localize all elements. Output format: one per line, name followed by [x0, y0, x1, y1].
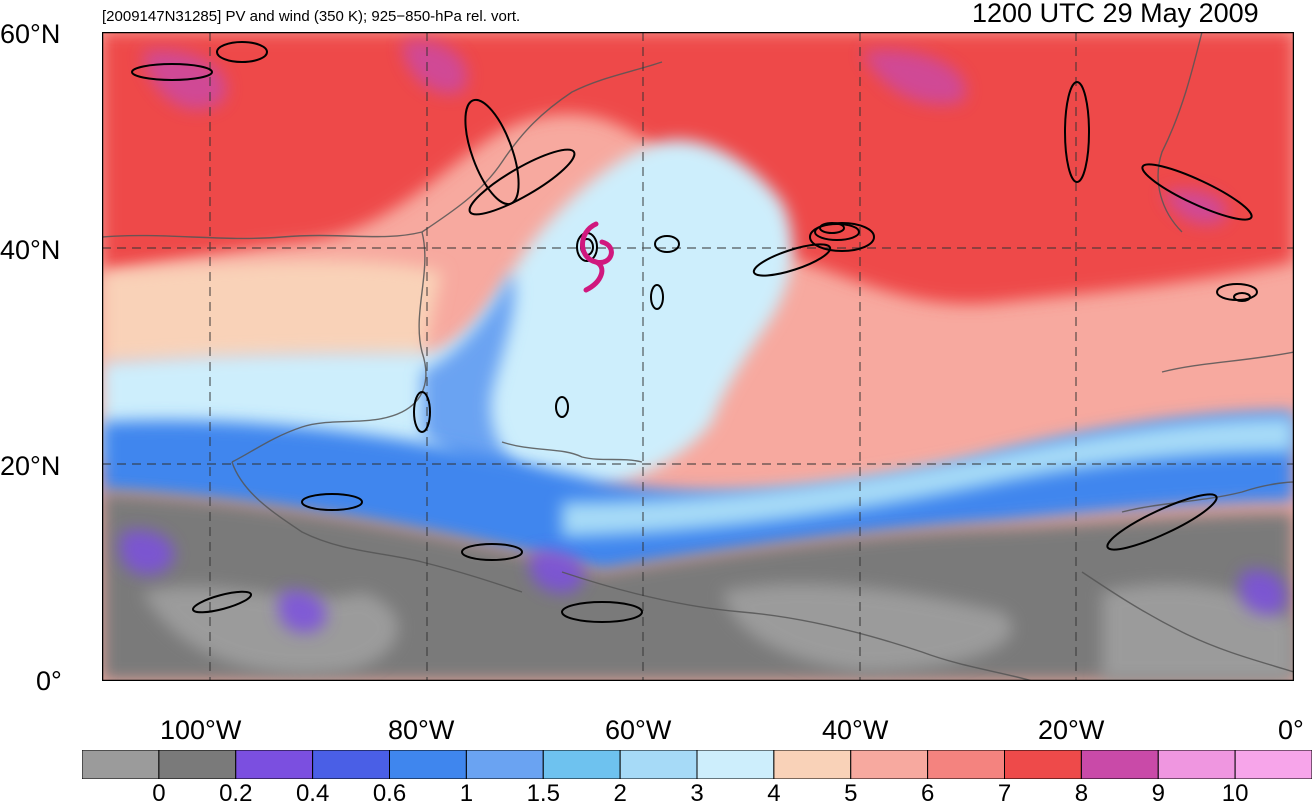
- map-border: [102, 32, 1294, 681]
- colorbar-swatch: [465, 750, 544, 779]
- colorbar-swatch: [1080, 750, 1159, 779]
- colorbar-swatch: [542, 750, 621, 779]
- colorbar-swatch: [312, 750, 390, 779]
- colorbar-swatch: [82, 750, 160, 779]
- pv-low-tongue-core: [422, 272, 582, 494]
- lat-lon-grid: [102, 32, 1294, 681]
- tropical-cyclone-symbol: [580, 221, 614, 293]
- colorbar-swatch: [235, 750, 314, 779]
- lat-label-0: 0°: [36, 666, 62, 696]
- colorbar-swatch: [619, 750, 698, 779]
- colorbar-tick-label: 4: [767, 780, 781, 807]
- map-title-right: 1200 UTC 29 May 2009: [972, 0, 1259, 28]
- pv-very-high-patches: [142, 40, 1228, 225]
- colorbar-tick-label: 0.4: [295, 780, 330, 807]
- colorbar-swatch: [773, 750, 852, 779]
- pv-tropical-blue-band: [102, 412, 1294, 572]
- colorbar-swatch: [696, 750, 775, 779]
- pv-tropics-light-grey: [142, 583, 1294, 681]
- colorbar-swatch: [1234, 750, 1312, 779]
- lat-label-40n: 40°N: [0, 235, 61, 265]
- lat-label-60n: 60°N: [0, 19, 61, 49]
- colorbar-tick-label: 6: [920, 780, 935, 807]
- colorbar-tick-label: 3: [690, 780, 704, 807]
- colorbar-tick-label: 0: [152, 780, 166, 807]
- colorbar-swatch: [1157, 750, 1236, 779]
- lon-label-60w: 60°W: [605, 715, 672, 745]
- pv-low-tongue: [102, 140, 793, 502]
- lon-label-80w: 80°W: [388, 715, 455, 745]
- colorbar-swatch: [389, 750, 467, 779]
- colorbar-swatch: [850, 750, 929, 779]
- colorbar-tick-label: 5: [844, 780, 858, 807]
- pv-mid-band: [102, 260, 442, 362]
- colorbar-tick-label: 7: [997, 780, 1012, 807]
- colorbar-tick-label: 8: [1074, 780, 1089, 807]
- coastlines: [102, 32, 1294, 681]
- colorbar-tick-label: 9: [1151, 780, 1165, 807]
- colorbar-tick-label: 1.5: [526, 780, 560, 807]
- colorbar-swatch: [927, 750, 1005, 779]
- map-title-left: [2009147N31285] PV and wind (350 K); 925…: [102, 8, 521, 25]
- lon-label-100w: 100°W: [160, 715, 242, 745]
- colorbar-tick-label: 1: [459, 780, 474, 807]
- colorbar-swatch: [158, 750, 237, 779]
- colorbar-tick-label: 0.6: [372, 780, 407, 807]
- map-panel: [102, 32, 1294, 681]
- lon-label-20w: 20°W: [1038, 715, 1105, 745]
- colorbar-swatch: [1004, 750, 1082, 779]
- colorbar-tick-label: 10: [1221, 780, 1249, 807]
- lon-label-0: 0°: [1278, 715, 1304, 745]
- colorbar-tick-label: 0.2: [219, 780, 253, 807]
- lat-label-20n: 20°N: [0, 451, 61, 481]
- lon-label-40w: 40°W: [822, 715, 889, 745]
- colorbar-tick-label: 2: [613, 780, 627, 807]
- pv-colorbar: [82, 750, 1312, 779]
- pv-tropical-light-band: [562, 417, 1294, 537]
